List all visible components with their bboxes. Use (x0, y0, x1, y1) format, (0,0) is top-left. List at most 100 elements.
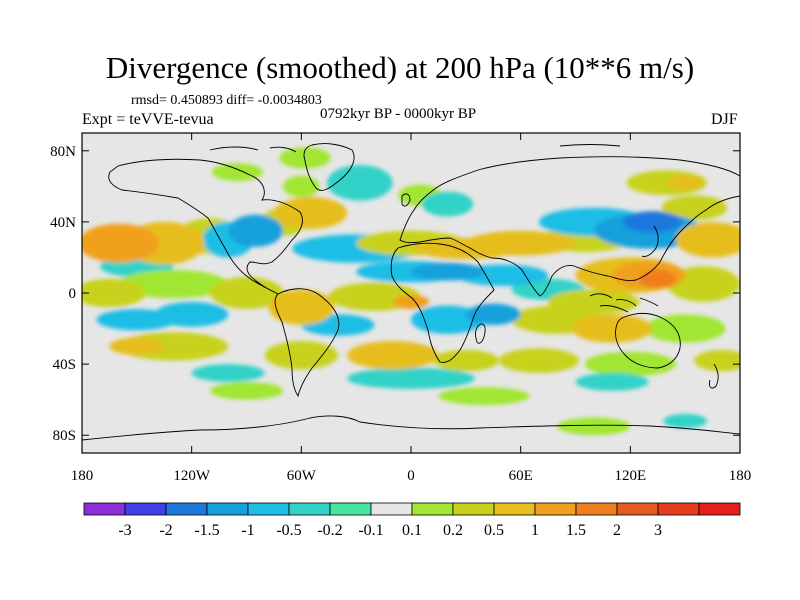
coastline-north-america (108, 158, 303, 295)
plot-title: Divergence (smoothed) at 200 hPa (10**6 … (105, 50, 695, 85)
y-tick-label: 0 (69, 286, 77, 302)
x-tick-label: 180 (729, 468, 752, 484)
field-blob (191, 364, 265, 382)
y-tick-label: 40S (53, 357, 76, 373)
field-blob (411, 305, 485, 334)
y-tick-label: 80S (53, 428, 76, 444)
colorbar-label: -3 (118, 522, 131, 539)
colorbar-label: 0.1 (402, 522, 422, 539)
field-blob (228, 214, 283, 247)
coastline-indonesia (589, 293, 659, 313)
colorbar-label: -0.2 (317, 522, 342, 539)
field-blob (279, 147, 331, 169)
colorbar-swatch (124, 502, 167, 516)
colorbar-label: 1.5 (566, 522, 586, 539)
colorbar-label: -2 (159, 522, 172, 539)
field-blob (411, 262, 485, 281)
field-blob (268, 289, 335, 326)
field-blob (283, 175, 320, 197)
field-blob (347, 367, 475, 389)
field-blob (209, 381, 284, 400)
period-label: 0792kyr BP - 0000kyr BP (320, 106, 477, 122)
x-tick-label: 60E (509, 468, 533, 484)
field-blob (465, 303, 521, 325)
field-blob (82, 223, 159, 263)
coastline-africa (390, 242, 495, 363)
colorbar: -3 -2 -1.5 -1 -0.5 -0.2 -0.1 0.1 0.2 0.5 1 1.5 2 3 (83, 502, 741, 539)
x-tick-label: 180 (71, 468, 94, 484)
y-tick-label: 80N (50, 144, 76, 160)
field-blob (694, 349, 740, 372)
field-blob (645, 314, 726, 343)
colorbar-label: 0.5 (484, 522, 504, 539)
x-tick-label: 0 (407, 468, 415, 484)
coastline-madagascar (475, 323, 486, 344)
coastline-australia (615, 313, 681, 369)
stats-label: rmsd= 0.450893 diff= -0.0034803 (131, 93, 322, 108)
x-tick-label: 120E (614, 468, 646, 484)
colorbar-swatch (616, 502, 659, 516)
coastline-eurasia (399, 156, 740, 297)
colorbar-swatch (83, 502, 126, 516)
field-blob (422, 191, 474, 217)
field-blob (584, 351, 676, 377)
field-blob (438, 387, 530, 405)
field-blob (109, 337, 165, 356)
coastlines (82, 143, 740, 441)
divergence-field (82, 147, 740, 436)
y-tick-label: 40N (50, 215, 76, 231)
coastline-greenland (303, 143, 355, 191)
field-blob (465, 230, 576, 256)
field-blob (663, 413, 708, 429)
colorbar-label: -0.1 (358, 522, 383, 539)
colorbar-swatch (411, 502, 454, 516)
colorbar-swatch (370, 502, 413, 516)
field-blob (326, 165, 393, 201)
colorbar-swatch (698, 502, 741, 516)
field-blob (557, 417, 631, 436)
field-blob (392, 294, 430, 309)
map-axes: 80N 40N 0 40S 80S 180 120W 60W 0 60E 120E 180 (50, 132, 752, 484)
colorbar-swatch (657, 502, 700, 516)
field-blob (273, 197, 348, 229)
field-blob (639, 269, 677, 288)
coastline-south-america (274, 288, 340, 398)
colorbar-swatch (329, 502, 372, 516)
colorbar-label: -0.5 (276, 522, 301, 539)
field-blob (575, 373, 649, 391)
coastline-japan (641, 225, 659, 257)
colorbar-swatch (165, 502, 208, 516)
field-blob (155, 301, 229, 327)
field-blob (571, 314, 653, 343)
coastline-antarctica (82, 415, 740, 441)
field-blob (676, 221, 740, 258)
field-blob (432, 349, 499, 372)
colorbar-swatch (288, 502, 331, 516)
field-blob (347, 341, 439, 370)
field-blob (82, 278, 146, 308)
colorbar-swatch (534, 502, 577, 516)
field-blob (666, 175, 704, 190)
coastline-british-isles (401, 193, 411, 207)
colorbar-label: 2 (613, 522, 621, 539)
x-tick-label: 60W (287, 468, 317, 484)
colorbar-swatch (575, 502, 618, 516)
colorbar-label: 0.2 (443, 522, 463, 539)
season-label: DJF (711, 111, 738, 128)
colorbar-label: -1.5 (194, 522, 219, 539)
field-blob (264, 341, 338, 370)
coastline-arctic-islands (209, 144, 621, 153)
colorbar-swatch (493, 502, 536, 516)
experiment-label: Expt = teVVE-tevua (82, 111, 214, 128)
colorbar-swatch (247, 502, 290, 516)
field-blob (211, 163, 263, 182)
colorbar-label: 1 (531, 522, 539, 539)
x-tick-label: 120W (173, 468, 211, 484)
colorbar-label: -1 (241, 522, 254, 539)
field-blob (498, 348, 580, 373)
field-blob (661, 195, 728, 221)
field-blob (623, 211, 682, 233)
colorbar-swatch (206, 502, 249, 516)
field-blob (118, 269, 229, 299)
